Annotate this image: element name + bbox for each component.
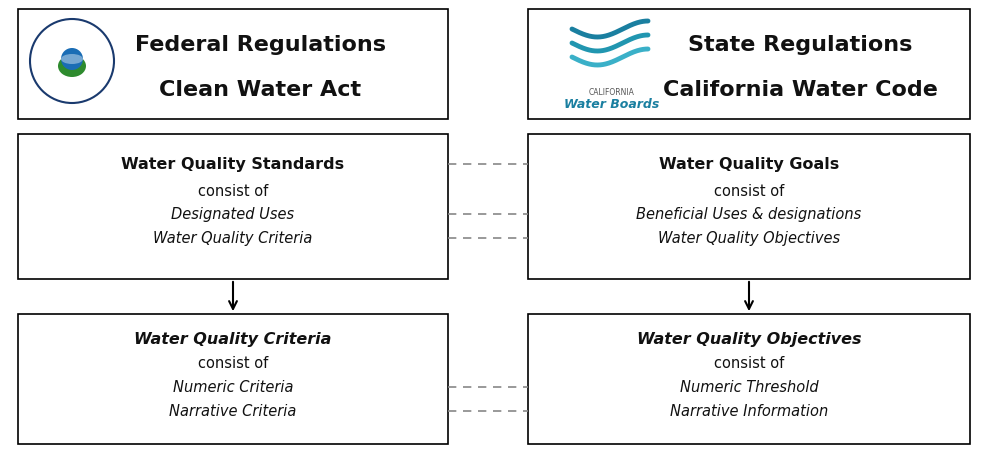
Text: consist of: consist of — [198, 183, 268, 198]
Ellipse shape — [58, 56, 86, 78]
FancyBboxPatch shape — [18, 10, 448, 120]
Ellipse shape — [61, 55, 83, 65]
FancyBboxPatch shape — [528, 10, 970, 120]
Text: Numeric Criteria: Numeric Criteria — [173, 379, 293, 394]
Text: Narrative Information: Narrative Information — [670, 404, 828, 419]
Text: CALIFORNIA: CALIFORNIA — [589, 87, 635, 96]
Text: California Water Code: California Water Code — [663, 80, 938, 100]
Ellipse shape — [61, 49, 83, 71]
Text: Water Quality Objectives: Water Quality Objectives — [636, 332, 862, 347]
Text: Water Quality Criteria: Water Quality Criteria — [134, 332, 332, 347]
Text: Beneficial Uses & designations: Beneficial Uses & designations — [636, 207, 862, 222]
FancyBboxPatch shape — [18, 314, 448, 444]
FancyBboxPatch shape — [18, 135, 448, 279]
Text: Clean Water Act: Clean Water Act — [159, 80, 361, 100]
Text: Water Quality Standards: Water Quality Standards — [122, 157, 345, 172]
Text: Water Quality Goals: Water Quality Goals — [659, 157, 839, 172]
Text: Federal Regulations: Federal Regulations — [134, 35, 385, 55]
Text: Narrative Criteria: Narrative Criteria — [169, 404, 296, 419]
Text: consist of: consist of — [714, 183, 784, 198]
Text: consist of: consist of — [198, 356, 268, 371]
Text: Water Boards: Water Boards — [564, 97, 660, 110]
Text: Water Quality Objectives: Water Quality Objectives — [658, 231, 840, 246]
Text: Water Quality Criteria: Water Quality Criteria — [153, 231, 312, 246]
Text: Numeric Threshold: Numeric Threshold — [680, 379, 818, 394]
Text: Designated Uses: Designated Uses — [172, 207, 294, 222]
Text: State Regulations: State Regulations — [688, 35, 912, 55]
Circle shape — [30, 20, 114, 104]
FancyBboxPatch shape — [528, 314, 970, 444]
FancyBboxPatch shape — [528, 135, 970, 279]
Text: consist of: consist of — [714, 356, 784, 371]
